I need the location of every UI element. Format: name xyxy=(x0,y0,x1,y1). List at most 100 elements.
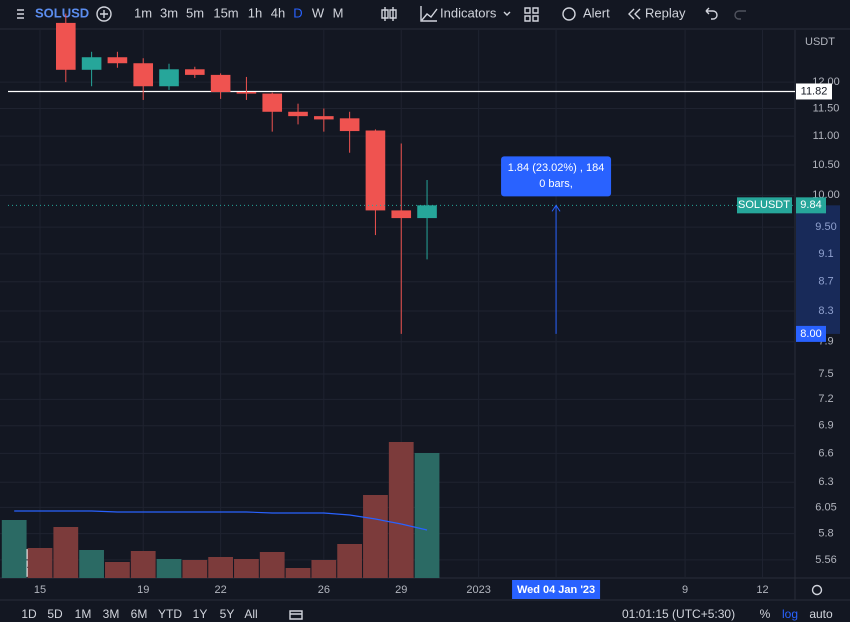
candle-body xyxy=(262,93,283,112)
y-tick-label: 6.6 xyxy=(818,447,833,459)
symbol[interactable]: SOLUSD xyxy=(35,5,89,20)
scale-option[interactable]: % xyxy=(760,607,771,621)
scale-option[interactable]: log xyxy=(782,607,798,621)
x-tick-label: 26 xyxy=(318,584,330,596)
x-tick-label: 29 xyxy=(395,584,407,596)
candle-body xyxy=(185,69,205,75)
y-tick-label: 10.50 xyxy=(812,159,840,171)
symbol-tag xyxy=(737,197,792,214)
y-tick-label: 11.00 xyxy=(813,130,840,142)
add-symbol-icon[interactable] xyxy=(96,6,112,22)
menu-icon[interactable] xyxy=(17,9,24,19)
scale-option[interactable]: auto xyxy=(809,607,833,621)
range-button[interactable]: 5D xyxy=(47,607,63,621)
interval-button[interactable]: 15m xyxy=(213,5,238,20)
volume-bar xyxy=(27,548,53,578)
chart-type-icon[interactable] xyxy=(381,7,397,21)
indicators-icon xyxy=(420,6,438,22)
y-tick-label: 11.50 xyxy=(813,102,840,114)
interval-button[interactable]: D xyxy=(293,5,302,20)
y-tick-label: 9.1 xyxy=(818,248,833,260)
volume-bar xyxy=(363,495,388,578)
y-tick-label: 8.7 xyxy=(818,276,833,288)
volume-ma-line xyxy=(14,510,428,531)
range-button[interactable]: 6M xyxy=(131,607,148,621)
add-symbol-plus xyxy=(100,10,108,18)
x-tick-label: 9 xyxy=(682,584,688,596)
measure-from-label: 8.00 xyxy=(800,328,821,340)
last-price-label: 9.84 xyxy=(800,199,821,211)
range-button[interactable]: All xyxy=(244,607,257,621)
last-price-tag xyxy=(796,197,826,214)
hline-tag xyxy=(796,83,832,100)
templates-icon[interactable] xyxy=(524,7,539,22)
interval-button[interactable]: M xyxy=(333,5,344,20)
candle-body xyxy=(314,116,334,120)
y-tick-label: 8.3 xyxy=(818,305,833,317)
candle-body xyxy=(236,92,257,94)
measure-box xyxy=(501,156,612,197)
candle-body xyxy=(210,74,231,93)
volume-bar xyxy=(388,442,414,578)
volume-bar xyxy=(1,520,27,578)
candle-body xyxy=(133,63,154,87)
symbol-tag-label: SOLUSDT xyxy=(738,199,790,211)
candle-body xyxy=(81,57,102,70)
candle-body xyxy=(159,69,179,87)
volume-bar xyxy=(105,562,130,578)
range-button[interactable]: 1M xyxy=(75,607,92,621)
range-button[interactable]: 5Y xyxy=(220,607,235,621)
interval-button[interactable]: 5m xyxy=(186,5,204,20)
interval-button[interactable]: 4h xyxy=(271,5,285,20)
x-tick-label: 22 xyxy=(214,584,226,596)
volume-bar xyxy=(53,527,79,578)
volume-bar xyxy=(311,560,337,578)
measure-band xyxy=(796,205,840,334)
indicators-button[interactable]: Indicators xyxy=(440,5,497,20)
volume-bar xyxy=(337,544,363,578)
candle-body xyxy=(107,57,128,64)
price-unit: USDT xyxy=(805,36,835,48)
measure-bars: 0 bars, xyxy=(539,178,573,190)
clock: 01:01:15 (UTC+5:30) xyxy=(622,607,735,621)
y-tick-label: 7.5 xyxy=(818,368,833,380)
volume-bar xyxy=(208,557,234,578)
measure-from-tag xyxy=(796,325,826,342)
range-button[interactable]: 3M xyxy=(103,607,120,621)
replay-icon xyxy=(628,8,641,20)
candle-body xyxy=(365,130,386,211)
date-tag xyxy=(512,580,601,599)
date-range-icon[interactable] xyxy=(289,610,303,620)
y-tick-label: 6.05 xyxy=(815,501,836,513)
x-tick-label: Wed 04 Jan '23 xyxy=(517,584,595,596)
chevron-icon[interactable] xyxy=(503,11,511,16)
candle-body xyxy=(55,22,76,70)
undo-icon[interactable] xyxy=(705,7,718,20)
x-tick-label: 2023 xyxy=(466,584,490,596)
alert-icon xyxy=(562,7,576,21)
range-button[interactable]: 1Y xyxy=(193,607,208,621)
measure-arrowhead xyxy=(551,204,561,212)
candle-body xyxy=(339,118,360,132)
y-tick-label: 6.9 xyxy=(818,420,833,432)
interval-button[interactable]: 3m xyxy=(160,5,178,20)
alert-button[interactable]: Alert xyxy=(583,5,610,20)
volume-bar xyxy=(414,453,440,578)
redo-icon[interactable] xyxy=(734,10,746,20)
y-tick-label: 5.8 xyxy=(818,528,833,540)
volume-bar xyxy=(182,560,208,578)
interval-button[interactable]: 1m xyxy=(134,5,152,20)
y-tick-label: 6.3 xyxy=(818,476,833,488)
replay-button[interactable]: Replay xyxy=(645,5,686,20)
y-tick-label: 5.56 xyxy=(815,554,836,566)
volume-bar xyxy=(234,559,259,578)
candle-body xyxy=(288,111,308,117)
volume-bar xyxy=(79,550,104,578)
volume-bar xyxy=(259,552,285,578)
range-button[interactable]: 1D xyxy=(21,607,37,621)
interval-button[interactable]: 1h xyxy=(248,5,262,20)
y-tick-label: 7.2 xyxy=(818,393,833,405)
range-button[interactable]: YTD xyxy=(158,607,182,621)
interval-button[interactable]: W xyxy=(312,5,325,20)
settings-icon[interactable] xyxy=(811,584,823,596)
